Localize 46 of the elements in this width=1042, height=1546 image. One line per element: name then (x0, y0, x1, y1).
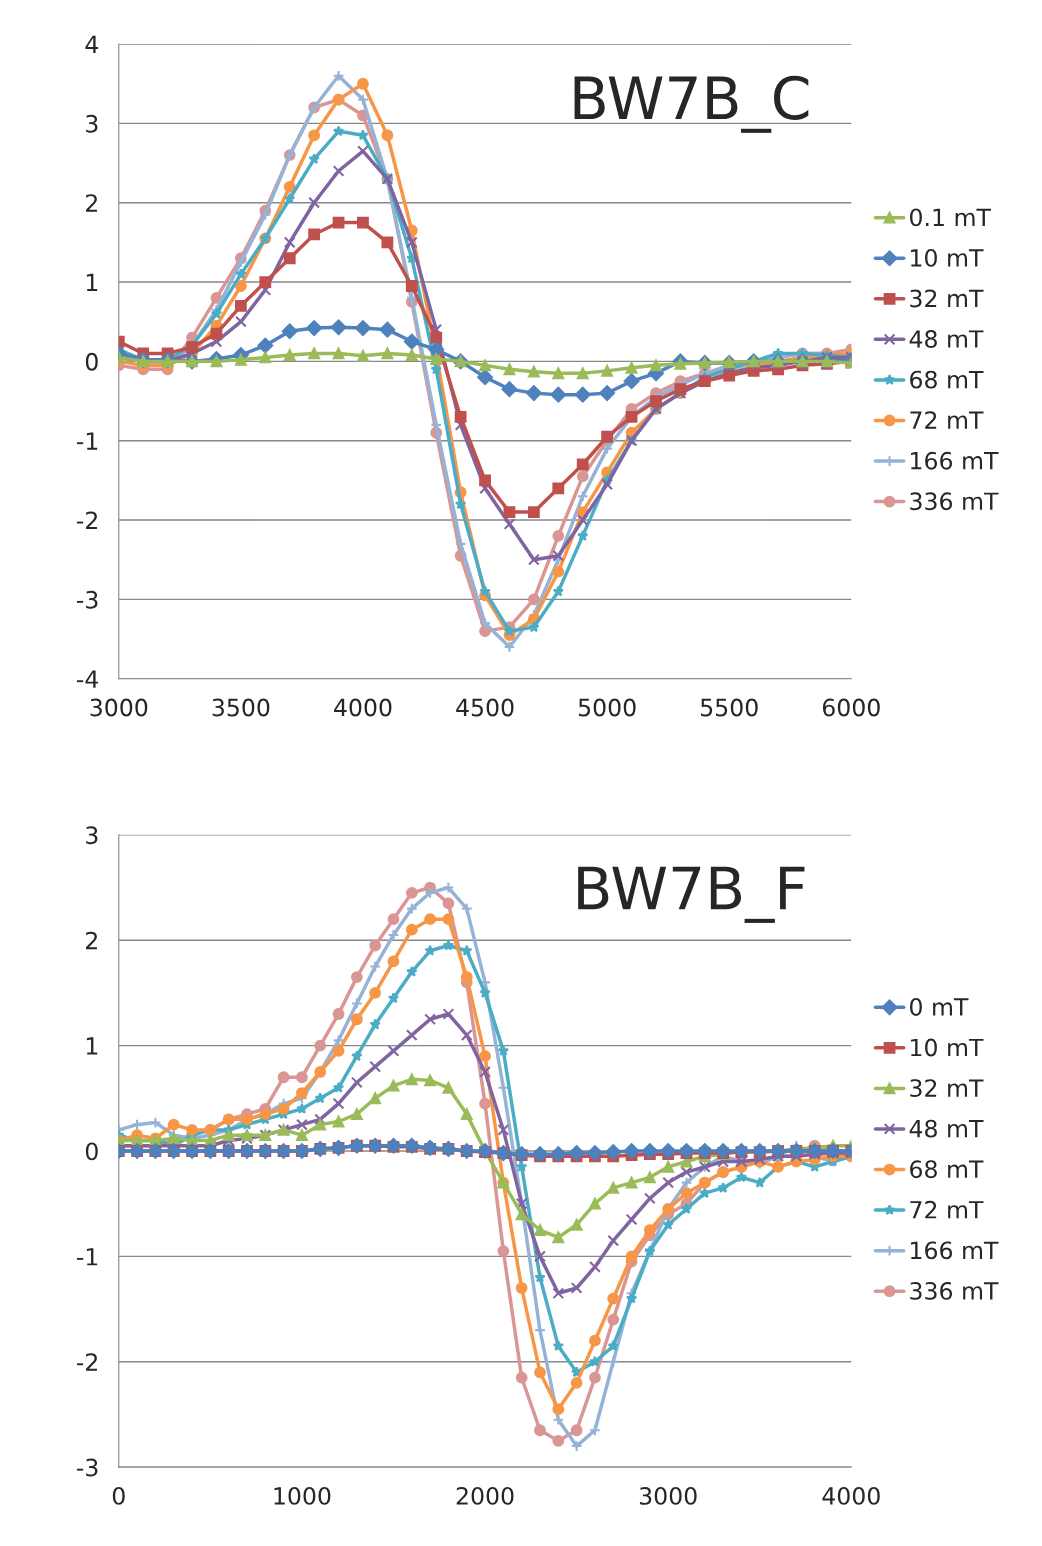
y-tick-label: 3 (86, 114, 98, 133)
legend-label: 336 mT (910, 492, 999, 511)
text: BW7B_F (578, 866, 805, 923)
y-tick-label: -4 (76, 670, 99, 688)
legend-label: 166 mT (911, 451, 999, 470)
legend-label: 32 mT (910, 289, 984, 308)
x-tick-label: 2000 (456, 1487, 514, 1505)
legend-label: 68 mT (910, 370, 984, 389)
legend-label: 10 mT (911, 1038, 984, 1057)
y-tick-label: 3 (86, 826, 98, 845)
legend-label: 336 mT (910, 1281, 999, 1300)
y-tick-label: -2 (76, 1353, 97, 1371)
y-tick-label: 0 (85, 352, 98, 371)
legend-label: 72 mT (910, 1200, 984, 1219)
y-tick-label: -2 (76, 511, 97, 530)
x-tick-label: 6000 (822, 698, 880, 717)
legend-label: 48 mT (909, 330, 984, 348)
y-tick-label: -3 (76, 590, 98, 609)
y-tick-label: -1 (76, 432, 98, 450)
x-tick-label: 3500 (212, 698, 270, 717)
y-tick-label: 1 (86, 1037, 98, 1055)
legend-label: 72 mT (910, 411, 984, 429)
y-tick-label: 1 (86, 273, 98, 292)
y-tick-label: 2 (86, 194, 97, 212)
x-tick-label: 5000 (578, 698, 636, 717)
legend-label: 10 mT (911, 248, 984, 267)
x-tick-label: 0 (112, 1487, 125, 1505)
y-tick-label: 4 (85, 35, 99, 54)
x-tick-label: 4000 (822, 1487, 880, 1505)
x-tick-label: 1000 (274, 1487, 331, 1505)
y-tick-label: 2 (86, 931, 97, 950)
text: BW7B_C (574, 75, 809, 133)
y-tick-label: -3 (76, 1458, 98, 1477)
x-tick-label: 3000 (639, 1487, 697, 1505)
legend-label: 48 mT (909, 1119, 984, 1138)
legend-label: 0 mT (910, 998, 969, 1016)
y-tick-label: -1 (76, 1248, 98, 1266)
legend-label: 32 mT (910, 1079, 984, 1098)
x-tick-label: 3000 (90, 698, 148, 717)
y-tick-label: 0 (85, 1142, 98, 1161)
legend-label: 166 mT (911, 1241, 999, 1260)
legend-label: 68 mT (910, 1160, 984, 1179)
x-tick-label: 4500 (456, 698, 514, 717)
x-tick-label: 4000 (334, 698, 392, 717)
legend-label: 0.1 mT (910, 208, 992, 227)
x-tick-label: 5500 (701, 698, 758, 717)
